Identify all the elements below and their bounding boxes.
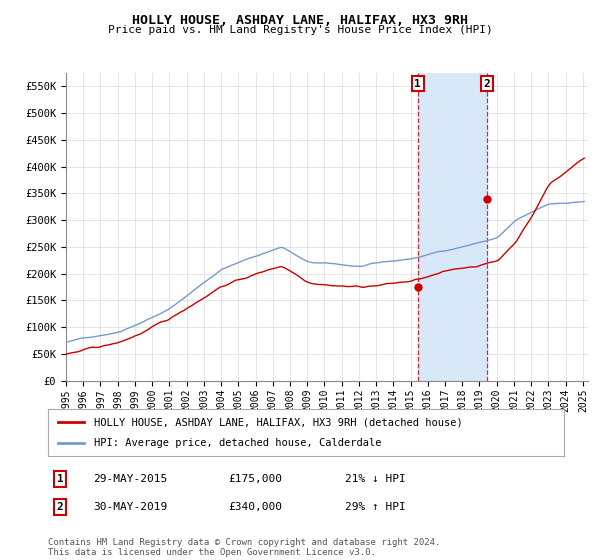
Text: 2: 2 — [56, 502, 64, 512]
Text: £340,000: £340,000 — [228, 502, 282, 512]
Text: 2: 2 — [484, 78, 490, 88]
Text: 29-MAY-2015: 29-MAY-2015 — [93, 474, 167, 484]
Bar — [418, 73, 487, 381]
Text: HPI: Average price, detached house, Calderdale: HPI: Average price, detached house, Cald… — [94, 438, 382, 448]
Text: 21% ↓ HPI: 21% ↓ HPI — [345, 474, 406, 484]
Text: HOLLY HOUSE, ASHDAY LANE, HALIFAX, HX3 9RH: HOLLY HOUSE, ASHDAY LANE, HALIFAX, HX3 9… — [132, 14, 468, 27]
Text: Contains HM Land Registry data © Crown copyright and database right 2024.
This d: Contains HM Land Registry data © Crown c… — [48, 538, 440, 557]
Text: 30-MAY-2019: 30-MAY-2019 — [93, 502, 167, 512]
Text: Price paid vs. HM Land Registry's House Price Index (HPI): Price paid vs. HM Land Registry's House … — [107, 25, 493, 35]
Text: HOLLY HOUSE, ASHDAY LANE, HALIFAX, HX3 9RH (detached house): HOLLY HOUSE, ASHDAY LANE, HALIFAX, HX3 9… — [94, 417, 463, 427]
Text: 1: 1 — [56, 474, 64, 484]
Text: 29% ↑ HPI: 29% ↑ HPI — [345, 502, 406, 512]
Text: 1: 1 — [415, 78, 421, 88]
Text: £175,000: £175,000 — [228, 474, 282, 484]
